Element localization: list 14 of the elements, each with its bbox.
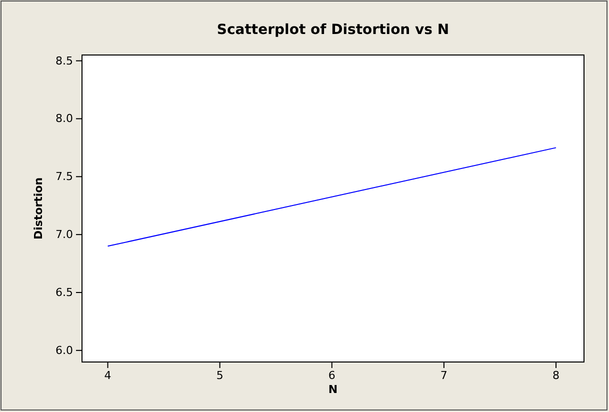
chart-title: Scatterplot of Distortion vs N xyxy=(216,22,450,38)
y-tick-label: 7.5 xyxy=(56,170,73,184)
x-tick-label: 8 xyxy=(552,368,560,382)
x-tick-label: 4 xyxy=(104,368,112,382)
y-axis-title: Distortion xyxy=(32,177,45,240)
y-tick-label: 8.0 xyxy=(56,112,73,126)
x-axis-title: N xyxy=(328,383,338,396)
y-tick-label: 8.5 xyxy=(56,54,73,68)
x-tick-label: 6 xyxy=(328,368,336,382)
x-tick-label: 7 xyxy=(440,368,448,382)
y-tick-label: 6.5 xyxy=(56,286,73,300)
y-tick-label: 6.0 xyxy=(56,344,73,357)
y-tick-label: 7.0 xyxy=(56,228,73,242)
x-tick-label: 5 xyxy=(216,368,224,382)
